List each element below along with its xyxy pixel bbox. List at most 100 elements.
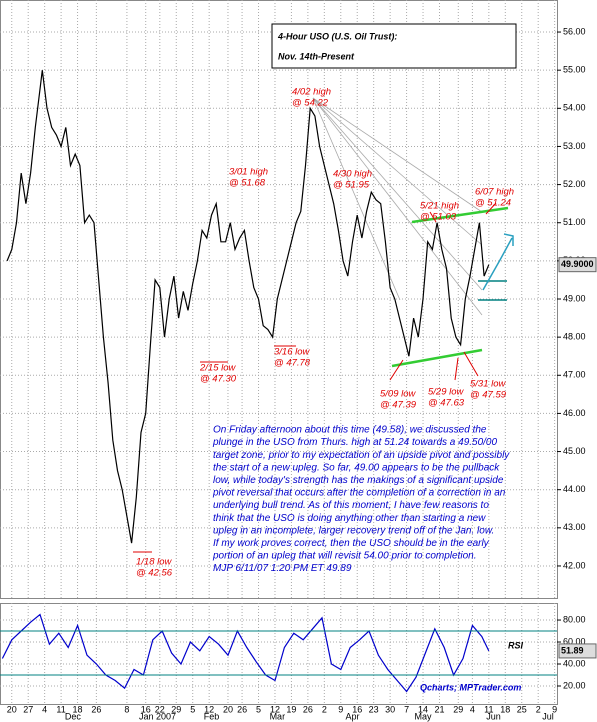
x-tick-label: 4 — [42, 704, 47, 714]
y-tick-label: 53.00 — [563, 141, 586, 151]
x-group-label: Jan 2007 — [139, 711, 176, 721]
x-group-label: Jul — [542, 711, 554, 721]
x-group-label: May — [415, 711, 433, 721]
y-tick-label: 60.00 — [563, 636, 586, 646]
annotation: @ 51.68 — [229, 178, 266, 189]
y-tick-label: 56.00 — [563, 26, 586, 36]
annotation: 5/29 low — [428, 387, 465, 398]
x-tick-label: 11 — [56, 704, 65, 714]
y-tick-label: 46.00 — [563, 408, 586, 418]
annotation: 2/15 low — [199, 363, 237, 374]
annotation: 5/21 high — [420, 201, 459, 212]
x-tick-label: 8 — [124, 704, 129, 714]
annotation: @ 51.24 — [475, 198, 511, 209]
annotation: 4/30 high — [333, 169, 372, 180]
x-tick-label: 7 — [404, 704, 409, 714]
commentary-line: pivot reversal that occurs after the com… — [212, 488, 506, 499]
panel-label: RSI — [508, 640, 524, 650]
x-tick-label: 19 — [286, 704, 296, 714]
annotation: 6/07 high — [475, 187, 514, 198]
x-tick-label: 14 — [418, 704, 428, 714]
y-tick-label: 47.00 — [563, 370, 586, 380]
y-tick-label: 48.00 — [563, 332, 586, 342]
x-tick-label: 2 — [536, 704, 541, 714]
x-tick-label: 21 — [434, 704, 444, 714]
y-tick-label: 80.00 — [563, 614, 586, 624]
chart-title: 4-Hour USO (U.S. Oil Trust): — [277, 31, 397, 41]
x-tick-label: 11 — [484, 704, 493, 714]
support-line — [391, 348, 483, 368]
x-tick-label: 27 — [23, 704, 33, 714]
x-group-label: Apr — [346, 711, 360, 721]
annotation: @ 42.56 — [136, 568, 173, 579]
x-tick-label: 29 — [171, 704, 181, 714]
x-tick-label: 5 — [190, 704, 195, 714]
annotation: 4/02 high — [292, 87, 331, 98]
annotation: @ 47.39 — [380, 400, 417, 411]
x-tick-label: 16 — [141, 704, 151, 714]
commentary-line: plunge in the USO from Thurs. high at 51… — [212, 437, 497, 448]
fan-lines — [312, 97, 483, 316]
resistance-line — [411, 206, 509, 224]
x-group-label: Jun — [486, 711, 501, 721]
y-tick-label: 54.00 — [563, 103, 586, 113]
x-tick-label: 16 — [352, 704, 362, 714]
x-group-label: Mar — [270, 711, 286, 721]
series-line — [6, 70, 490, 544]
commentary-line: underlying bull trend. As of this moment… — [213, 500, 489, 511]
y-tick-label: 55.00 — [563, 65, 586, 75]
commentary-line: portion of an upleg that will revisit 54… — [212, 551, 476, 562]
annotation: @ 47.63 — [428, 398, 465, 409]
commentary-line: If my work proves correct, then the USO … — [213, 538, 490, 549]
x-tick-label: 20 — [7, 704, 17, 714]
x-group-label: Feb — [204, 711, 220, 721]
annotation: @ 51.95 — [333, 180, 370, 191]
x-tick-label: 18 — [500, 704, 510, 714]
x-tick-label: 30 — [385, 704, 395, 714]
y-tick-label: 49.00 — [563, 293, 586, 303]
x-tick-label: 9 — [338, 704, 343, 714]
y-tick-label: 44.00 — [563, 484, 586, 494]
annotation: 5/09 low — [380, 389, 417, 400]
commentary-line: upleg in an incomplete, larger recovery … — [213, 525, 494, 536]
x-tick-label: 26 — [237, 704, 247, 714]
x-tick-label: 4 — [470, 704, 475, 714]
annotation: 3/01 high — [229, 167, 268, 178]
y-tick-label: 45.00 — [563, 446, 586, 456]
annotation: 1/18 low — [136, 557, 173, 568]
x-tick-label: 5 — [256, 704, 261, 714]
x-tick-label: 26 — [303, 704, 313, 714]
commentary-line: low, while today's strength has the maki… — [213, 475, 504, 486]
commentary-line: the start of a new upleg. So far, 49.00 … — [213, 462, 500, 473]
x-tick-label: 18 — [73, 704, 83, 714]
y-tick-label: 42.00 — [563, 560, 586, 570]
last-value-label: 51.89 — [561, 645, 584, 655]
y-tick-label: 52.00 — [563, 179, 586, 189]
x-tick-label: 12 — [270, 704, 280, 714]
x-tick-label: 29 — [453, 704, 463, 714]
x-tick-label: 20 — [223, 704, 233, 714]
annotation-pointers — [133, 202, 497, 553]
commentary-line: think that the USO is doing anything oth… — [213, 513, 486, 524]
series-line — [1, 613, 490, 693]
x-group-label: Dec — [65, 711, 82, 721]
y-tick-label: 43.00 — [563, 522, 586, 532]
y-tick-label: 20.00 — [563, 680, 586, 690]
annotation: @ 47.59 — [470, 390, 507, 401]
commentary-line: On Friday afternoon about this time (49.… — [213, 425, 487, 436]
projection-arrow — [482, 233, 514, 291]
x-tick-label: 25 — [517, 704, 527, 714]
commentary-line: MJP 6/11/07 1:20 PM ET 49.89 — [213, 563, 352, 574]
last-value-box — [558, 643, 597, 659]
annotation: @ 54.22 — [292, 98, 329, 109]
annotation: @ 47.78 — [274, 358, 311, 369]
x-tick-label: 22 — [155, 704, 165, 714]
commentary-line: target zone, prior to my expectation of … — [213, 450, 510, 461]
x-tick-label: 12 — [204, 704, 214, 714]
annotation: @ 51.03 — [420, 212, 457, 223]
annotation: @ 47.30 — [200, 374, 237, 385]
annotation: 5/31 low — [470, 379, 507, 390]
last-value-box — [558, 257, 597, 273]
annotation: 3/16 low — [274, 347, 311, 358]
